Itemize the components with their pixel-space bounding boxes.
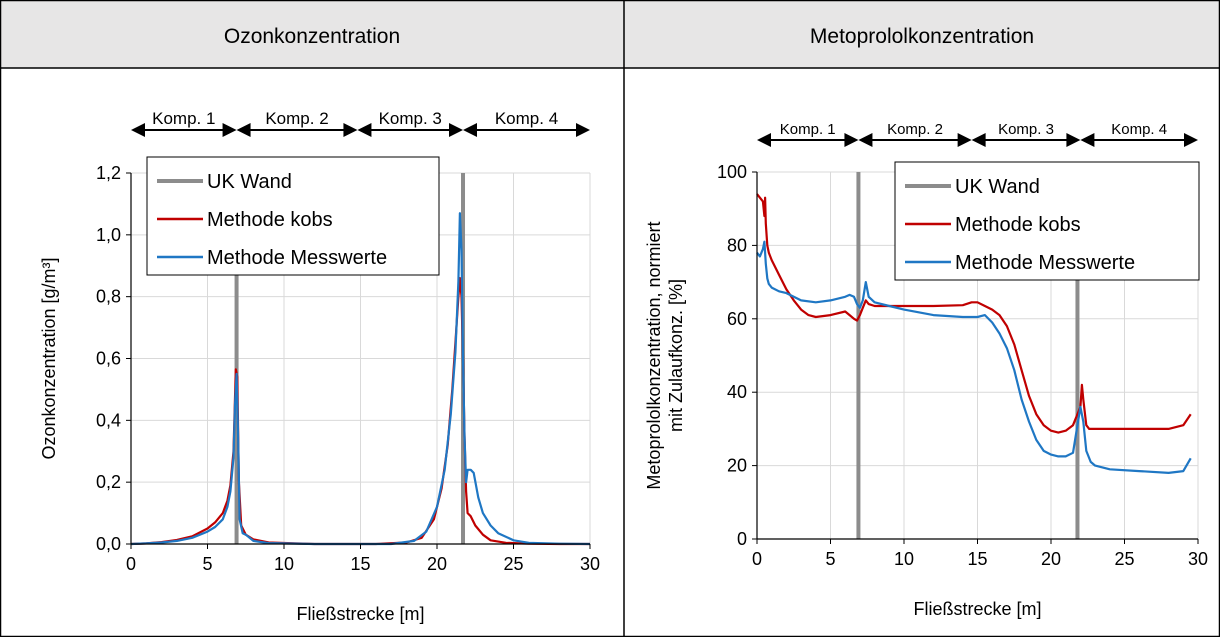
legend-box (146, 156, 440, 276)
x-tick-label: 10 (274, 554, 294, 574)
x-axis-title: Fließstrecke [m] (296, 604, 424, 624)
compartment-label: Komp. 3 (998, 121, 1054, 138)
x-tick-label: 30 (580, 554, 600, 574)
y-axis-title: Metoprololkonzentration, normiert (644, 221, 664, 489)
ozone-chart: 0 5 10 15 20 25 30 0,0 0,2 0,4 0,6 0,8 1,0 1,2 Fließst… (39, 109, 600, 624)
legend-label: UK Wand (207, 171, 292, 193)
compartment-arrowhead-right (1184, 133, 1198, 147)
compartment-label: Komp. 2 (265, 109, 328, 128)
compartment-arrowhead-left (236, 123, 251, 137)
compartment-arrowhead-left (357, 123, 372, 137)
compartment-arrowhead-left (1080, 133, 1095, 147)
y-axis-title: Ozonkonzentration [g/m³] (39, 257, 59, 459)
compartment-arrowhead-left (757, 133, 771, 147)
legend-box (894, 161, 1200, 281)
legend-label: Methode Messwerte (955, 252, 1135, 274)
y-tick-label: 0,6 (96, 349, 121, 369)
x-tick-label: 5 (202, 554, 212, 574)
y-tick-label: 0,4 (96, 410, 121, 430)
compartment-label: Komp. 4 (495, 109, 558, 128)
series-line (756, 193, 1192, 434)
legend-label: Methode kobs (955, 214, 1081, 236)
compartment-label: Komp. 4 (1111, 121, 1167, 138)
y-tick-label: 1,2 (96, 163, 121, 183)
x-tick-label: 5 (825, 549, 835, 569)
compartment-label: Komp. 1 (152, 109, 215, 128)
compartment-arrowhead-right (449, 123, 464, 137)
x-tick-label: 15 (350, 554, 370, 574)
y-tick-label: 0,2 (96, 472, 121, 492)
compartment-arrowhead-left (858, 133, 873, 147)
y-tick-label: 1,0 (96, 225, 121, 245)
y-tick-label: 0 (737, 529, 747, 549)
compartment-arrowhead-right (1066, 133, 1081, 147)
y-tick-label: 0,8 (96, 287, 121, 307)
y-tick-label: 100 (717, 162, 747, 182)
x-tick-label: 10 (894, 549, 914, 569)
compartment-arrowhead-right (957, 133, 972, 147)
compartment-label: Komp. 2 (887, 121, 943, 138)
y-tick-label: 20 (727, 456, 747, 476)
header-row-background (0, 0, 1220, 68)
compartment-label: Komp. 3 (379, 109, 442, 128)
compartment-arrowhead-right (576, 123, 590, 137)
compartment-arrowhead-right (222, 123, 237, 137)
y-axis-title: mit Zulaufkonz. [%] (666, 279, 686, 432)
x-tick-label: 20 (427, 554, 447, 574)
y-tick-label: 40 (727, 382, 747, 402)
y-tick-label: 60 (727, 309, 747, 329)
x-tick-label: 15 (967, 549, 987, 569)
legend-label: UK Wand (955, 176, 1040, 198)
compartment-arrowhead-left (131, 123, 145, 137)
legend-label: Methode Messwerte (207, 247, 387, 269)
compartment-arrowhead-right (343, 123, 358, 137)
x-tick-label: 0 (752, 549, 762, 569)
x-tick-label: 25 (1114, 549, 1134, 569)
x-tick-label: 30 (1188, 549, 1208, 569)
left-panel-header: Ozonkonzentration (224, 25, 400, 48)
x-axis-title: Fließstrecke [m] (913, 599, 1041, 619)
x-tick-label: 25 (503, 554, 523, 574)
series-line (130, 212, 591, 546)
compartment-arrowhead-left (971, 133, 986, 147)
y-tick-label: 0,0 (96, 534, 121, 554)
x-tick-label: 20 (1041, 549, 1061, 569)
y-tick-label: 80 (727, 235, 747, 255)
compartment-arrowhead-right (844, 133, 859, 147)
right-panel-header: Metoprololkonzentration (810, 25, 1034, 48)
x-tick-label: 0 (126, 554, 136, 574)
legend-label: Methode kobs (207, 209, 333, 231)
metoprolol-chart: 0 5 10 15 20 25 30 0 20 40 60 80 100 Fließstrecke [m]… (644, 121, 1208, 619)
compartment-arrowhead-left (463, 123, 478, 137)
compartment-label: Komp. 1 (780, 121, 836, 138)
series-line (756, 240, 1192, 474)
